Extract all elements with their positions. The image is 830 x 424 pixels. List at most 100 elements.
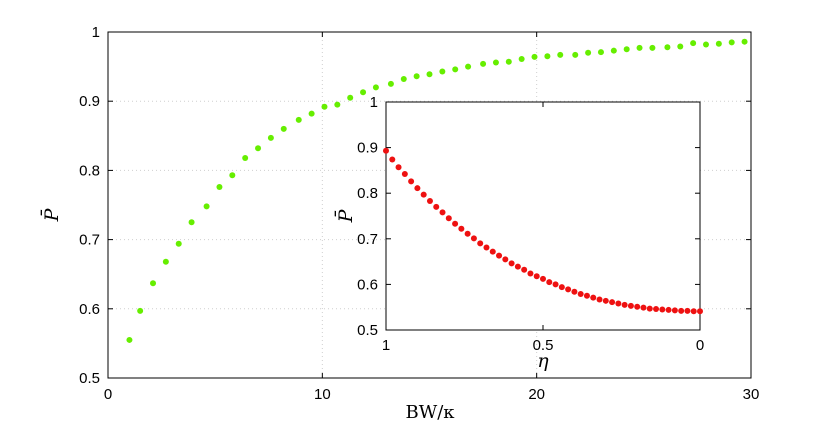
data-point (702, 41, 709, 48)
data-point (470, 235, 477, 242)
data-point (634, 303, 641, 310)
data-point (640, 304, 647, 311)
data-point (188, 219, 195, 226)
main-y-axis-label: P̄ (40, 207, 63, 222)
data-point (514, 263, 521, 270)
data-point (571, 288, 578, 295)
data-point (678, 307, 685, 314)
x-tick-label: 0 (104, 386, 112, 403)
data-point (347, 94, 354, 101)
data-point (610, 47, 617, 54)
data-point (590, 294, 597, 301)
data-point (664, 44, 671, 51)
data-point (583, 292, 590, 299)
data-point (496, 252, 503, 259)
y-tick-label: 0.5 (357, 322, 378, 339)
data-point (439, 68, 446, 75)
data-point (597, 49, 604, 56)
data-point (433, 203, 440, 210)
main-ticks: 0 10 20 300.50.60.70.80.91 (79, 24, 759, 403)
data-point (659, 306, 666, 313)
data-point (623, 46, 630, 53)
data-point (321, 103, 328, 110)
x-tick-label: 30 (743, 386, 760, 403)
data-point (533, 273, 540, 280)
data-point (295, 116, 302, 123)
y-tick-label: 0.6 (357, 276, 378, 293)
data-point (557, 51, 564, 58)
data-point (540, 275, 546, 282)
data-point (609, 299, 616, 306)
data-point (715, 40, 722, 47)
y-tick-label: 0.5 (79, 370, 100, 387)
data-point (741, 38, 748, 45)
data-point (521, 266, 528, 273)
data-point (649, 44, 656, 51)
data-point (483, 244, 490, 251)
data-point (255, 145, 262, 152)
data-point (690, 40, 697, 47)
inset-x-axis-label: η (537, 350, 549, 372)
data-point (577, 290, 584, 297)
data-point (360, 89, 367, 96)
data-point (572, 51, 579, 58)
data-point (465, 63, 472, 70)
data-point (229, 172, 236, 179)
main-x-axis-label: BW/κ (405, 402, 455, 423)
data-point (653, 306, 660, 313)
data-point (546, 279, 553, 286)
data-point (518, 55, 525, 62)
data-point (420, 191, 427, 198)
data-point (585, 49, 592, 56)
y-tick-label: 0.9 (79, 93, 100, 110)
data-point (372, 84, 379, 91)
y-tick-label: 0.7 (79, 232, 100, 249)
data-point (137, 307, 144, 314)
data-point (150, 280, 157, 287)
inset-ticks: 1 0.5 00.50.60.70.80.91 (357, 94, 704, 354)
data-point (492, 59, 499, 66)
data-point (636, 44, 643, 51)
data-point (621, 301, 628, 308)
data-point (216, 184, 223, 191)
x-tick-label: 1 (382, 337, 390, 354)
inset-background (386, 102, 700, 330)
data-point (414, 185, 421, 192)
data-point (452, 66, 459, 73)
data-point (558, 284, 565, 291)
main-series-points (126, 38, 748, 343)
data-point (334, 101, 341, 108)
data-point (690, 308, 697, 315)
data-point (126, 336, 133, 343)
data-point (602, 297, 609, 304)
inset-series-points (383, 147, 703, 315)
data-point (502, 256, 509, 263)
x-tick-label: 10 (314, 386, 331, 403)
data-point (464, 230, 471, 237)
main-plot-frame (107, 31, 752, 379)
data-point (445, 215, 452, 222)
data-point (267, 134, 274, 141)
data-point (697, 308, 703, 315)
data-point (665, 306, 672, 313)
main-chart: 0 10 20 300.50.60.70.80.91 BW/κ P̄ (40, 24, 760, 423)
data-point (439, 209, 446, 216)
data-point (387, 80, 394, 87)
y-tick-label: 1 (370, 94, 378, 111)
data-point (596, 296, 603, 303)
data-point (242, 154, 249, 161)
data-point (728, 39, 735, 46)
data-point (458, 225, 465, 232)
inset-chart: 1 0.5 00.50.60.70.80.91 η P̄ (334, 94, 705, 372)
y-tick-label: 1 (92, 24, 100, 41)
data-point (684, 307, 691, 314)
data-point (452, 220, 459, 227)
data-point (505, 58, 512, 65)
data-point (627, 302, 634, 309)
data-point (477, 240, 484, 247)
data-point (646, 305, 653, 312)
inset-y-axis-label: P̄ (334, 208, 357, 223)
data-point (408, 178, 415, 185)
data-point (395, 164, 402, 171)
